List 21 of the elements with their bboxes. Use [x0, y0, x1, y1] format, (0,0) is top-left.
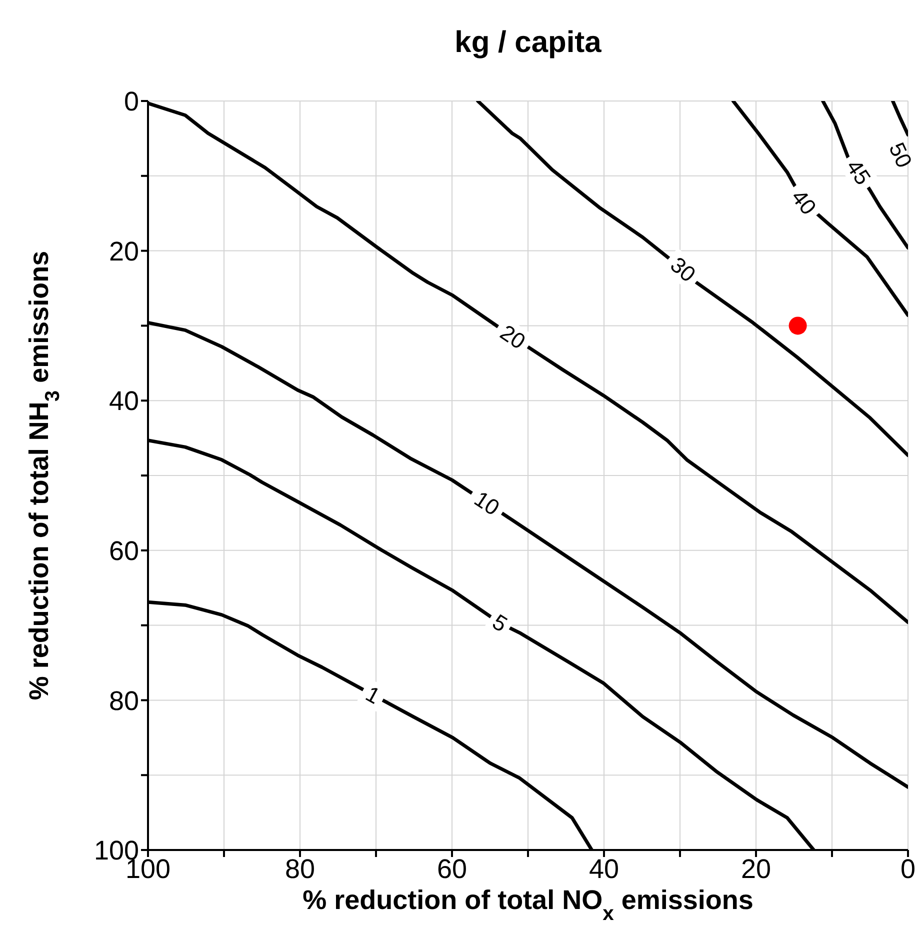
series-label: 30: [666, 252, 700, 287]
x-tick-label: 20: [740, 854, 772, 884]
series-label: 20: [496, 320, 530, 354]
y-tick-label: 20: [108, 236, 139, 266]
x-tick-label: 0: [900, 854, 916, 884]
series-label: 10: [470, 486, 504, 520]
x-tick-label: 40: [588, 854, 620, 884]
chart-title: kg / capita: [454, 26, 602, 59]
y-tick-label: 0: [124, 86, 139, 117]
series-label: 40: [786, 184, 822, 220]
y-tick-label: 80: [108, 686, 139, 716]
x-tick-label: 80: [284, 854, 316, 884]
point: [788, 316, 807, 335]
y-tick-label: 40: [108, 386, 139, 416]
x-axis-title: % reduction of total NO$_{x}$ emissions: [302, 885, 754, 925]
series-label: 45: [841, 155, 876, 190]
series-label: 5: [488, 609, 512, 637]
series-label: 1: [362, 681, 384, 709]
text: 50: [884, 138, 918, 172]
y-tick-label: 60: [108, 536, 139, 566]
x-tick-label: 60: [436, 854, 468, 884]
